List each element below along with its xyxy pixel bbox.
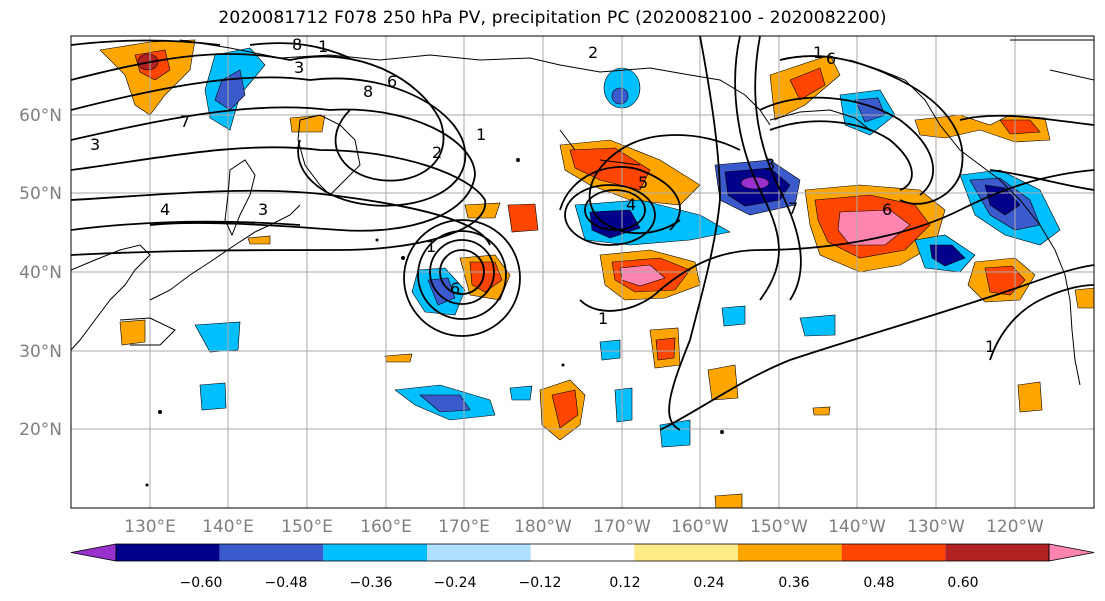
contour-label: 3 [90,135,100,154]
contour-label: 7 [180,112,190,131]
colorbar-segment [945,544,1049,561]
plot-frame [70,35,1095,509]
contour-label: 1 [985,337,995,356]
latitude-labels: 60°N 50°N 40°N 30°N 20°N [19,106,62,440]
colorbar-segment [738,544,842,561]
contour-label: 7 [788,199,798,218]
lon-label: 170°W [593,517,651,537]
contour-label: 1 [318,37,328,56]
colorbar-segment [219,544,324,561]
lon-label: 140°E [202,517,254,537]
colorbar-extend-high [1048,543,1095,562]
map-title: 2020081712 F078 250 hPa PV, precipitatio… [218,8,887,28]
contour-label: 6 [826,49,836,68]
lon-label: 180°W [514,517,572,537]
colorbar-tick-label: −0.36 [350,575,393,591]
colorbar-segment [116,544,220,561]
colorbar-segments [70,543,1095,562]
colorbar-segment [841,544,946,561]
colorbar-tick-label: −0.48 [265,575,308,591]
colorbar-segment [530,544,635,561]
contour-label: 3 [765,155,775,174]
colorbar-tick-label: 0.60 [947,575,978,591]
colorbar-segment [634,544,738,561]
precipitation-shading [99,39,1094,508]
contour-label: 8 [292,35,302,54]
colorbar-tick-label: −0.12 [519,575,562,591]
lon-label: 140°W [828,517,886,537]
contour-label: 8 [363,82,373,101]
contour-label: 5 [638,173,648,192]
contour-label: 6 [450,279,460,298]
colorbar-tick-label: −0.24 [434,575,477,591]
lat-label: 60°N [19,106,62,126]
colorbar-segment [427,544,531,561]
lat-label: 20°N [19,420,62,440]
islands [145,158,724,487]
lon-label: 150°W [750,517,808,537]
contour-label: 6 [882,200,892,219]
contour-labels: 8 1 2 3 6 8 7 1 2 3 4 1 6 3 1 5 4 3 6 7 … [90,35,995,356]
colorbar-tick-label: 0.24 [693,575,724,591]
colorbar-tick-label: 0.36 [778,575,809,591]
lon-label: 170°E [438,517,490,537]
contour-label: 3 [294,58,304,77]
contour-label: 2 [588,43,598,62]
lon-label: 120°W [986,517,1044,537]
colorbar-ticks: −0.60 −0.48 −0.36 −0.24 −0.12 0.12 0.24 … [180,575,979,591]
contour-label: 2 [432,143,442,162]
pv-contours [71,36,1094,431]
contour-label: 4 [626,195,636,214]
colorbar-tick-label: −0.60 [180,575,223,591]
lon-label: 130°W [907,517,965,537]
contour-label: 1 [598,309,608,328]
colorbar-tick-label: 0.48 [863,575,894,591]
colorbar: −0.60 −0.48 −0.36 −0.24 −0.12 0.12 0.24 … [70,543,1095,591]
colorbar-segment [323,544,427,561]
lat-label: 50°N [19,184,62,204]
colorbar-border [115,543,1050,562]
lon-label: 160°W [671,517,729,537]
contour-label: 1 [476,125,486,144]
lat-label: 30°N [19,342,62,362]
contour-label: 1 [426,237,436,256]
lon-label: 150°E [281,517,333,537]
contour-label: 3 [258,200,268,219]
gridlines [71,36,1094,508]
colorbar-extend-low [70,543,117,562]
contour-label: 6 [387,72,397,91]
lat-label: 40°N [19,263,62,283]
lon-label: 160°E [360,517,412,537]
colorbar-tick-label: 0.12 [609,575,640,591]
lon-label: 130°E [124,517,176,537]
contour-label: 4 [160,200,170,219]
contour-label: 1 [813,43,823,62]
longitude-labels: 130°E 140°E 150°E 160°E 170°E 180°W 170°… [124,517,1044,537]
